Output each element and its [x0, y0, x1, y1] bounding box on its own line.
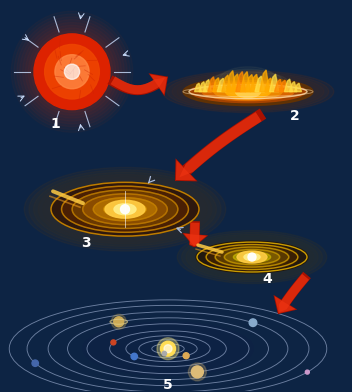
- Ellipse shape: [114, 204, 136, 215]
- Ellipse shape: [83, 194, 167, 225]
- Polygon shape: [195, 83, 201, 92]
- Circle shape: [114, 317, 124, 327]
- Circle shape: [305, 370, 309, 374]
- Ellipse shape: [105, 200, 145, 218]
- Polygon shape: [149, 73, 168, 96]
- Circle shape: [249, 319, 257, 327]
- Polygon shape: [289, 82, 297, 92]
- Circle shape: [157, 338, 179, 359]
- Ellipse shape: [182, 232, 322, 281]
- Ellipse shape: [205, 244, 298, 270]
- Polygon shape: [265, 78, 274, 92]
- Ellipse shape: [235, 86, 260, 98]
- Ellipse shape: [83, 323, 253, 375]
- Ellipse shape: [244, 254, 260, 261]
- Polygon shape: [274, 295, 297, 314]
- Text: 2: 2: [290, 109, 300, 123]
- Polygon shape: [255, 76, 265, 92]
- Ellipse shape: [177, 230, 327, 283]
- Ellipse shape: [215, 247, 289, 268]
- Ellipse shape: [162, 71, 334, 113]
- Ellipse shape: [237, 251, 267, 263]
- Polygon shape: [180, 112, 262, 177]
- Polygon shape: [111, 76, 165, 94]
- Polygon shape: [226, 71, 236, 92]
- Ellipse shape: [114, 205, 136, 213]
- Polygon shape: [213, 78, 221, 92]
- Polygon shape: [199, 82, 207, 92]
- Ellipse shape: [196, 241, 308, 273]
- Ellipse shape: [202, 83, 294, 101]
- Ellipse shape: [83, 323, 253, 375]
- Polygon shape: [107, 75, 168, 95]
- Ellipse shape: [51, 182, 199, 236]
- Polygon shape: [236, 72, 246, 92]
- Circle shape: [248, 253, 256, 261]
- Ellipse shape: [62, 186, 188, 232]
- Polygon shape: [176, 160, 196, 180]
- Polygon shape: [279, 274, 309, 312]
- Polygon shape: [284, 79, 293, 92]
- Text: 3: 3: [81, 236, 90, 250]
- Ellipse shape: [29, 170, 221, 249]
- Circle shape: [161, 341, 176, 356]
- Polygon shape: [222, 75, 231, 92]
- Polygon shape: [175, 109, 266, 181]
- Circle shape: [191, 366, 203, 378]
- Polygon shape: [270, 74, 279, 92]
- Circle shape: [162, 351, 166, 356]
- Circle shape: [45, 44, 99, 99]
- Ellipse shape: [83, 323, 253, 375]
- Text: 1: 1: [50, 116, 60, 131]
- Polygon shape: [275, 296, 296, 313]
- Ellipse shape: [24, 167, 226, 251]
- Polygon shape: [175, 158, 197, 181]
- Polygon shape: [250, 74, 260, 92]
- Polygon shape: [203, 80, 212, 92]
- Circle shape: [55, 55, 89, 89]
- Circle shape: [120, 205, 130, 214]
- Polygon shape: [277, 272, 311, 314]
- Ellipse shape: [172, 74, 324, 110]
- Ellipse shape: [214, 83, 282, 100]
- Text: 4: 4: [262, 272, 272, 286]
- Polygon shape: [260, 70, 270, 92]
- Circle shape: [164, 345, 172, 353]
- Ellipse shape: [224, 249, 280, 265]
- Ellipse shape: [226, 85, 270, 99]
- Circle shape: [188, 363, 206, 381]
- Ellipse shape: [72, 190, 178, 229]
- Polygon shape: [245, 74, 256, 92]
- Polygon shape: [208, 77, 216, 92]
- Polygon shape: [182, 233, 208, 247]
- Ellipse shape: [183, 78, 313, 105]
- Ellipse shape: [83, 323, 253, 375]
- Polygon shape: [189, 221, 200, 247]
- Polygon shape: [241, 72, 251, 92]
- Polygon shape: [295, 83, 302, 92]
- Ellipse shape: [104, 201, 146, 217]
- Circle shape: [111, 314, 126, 329]
- Ellipse shape: [33, 172, 216, 246]
- Circle shape: [64, 64, 80, 79]
- Ellipse shape: [190, 81, 306, 103]
- Circle shape: [34, 34, 110, 110]
- Circle shape: [32, 360, 38, 367]
- Polygon shape: [184, 234, 207, 246]
- Ellipse shape: [243, 254, 261, 260]
- Polygon shape: [279, 80, 288, 92]
- Ellipse shape: [167, 72, 329, 111]
- Circle shape: [111, 340, 116, 345]
- Ellipse shape: [233, 252, 271, 262]
- Polygon shape: [275, 79, 283, 92]
- Polygon shape: [217, 78, 226, 92]
- Circle shape: [183, 353, 189, 359]
- Polygon shape: [190, 223, 200, 246]
- Ellipse shape: [186, 234, 318, 280]
- Polygon shape: [231, 74, 241, 92]
- Text: 5: 5: [163, 377, 173, 392]
- Ellipse shape: [93, 198, 157, 221]
- Circle shape: [131, 353, 137, 359]
- Polygon shape: [150, 74, 167, 94]
